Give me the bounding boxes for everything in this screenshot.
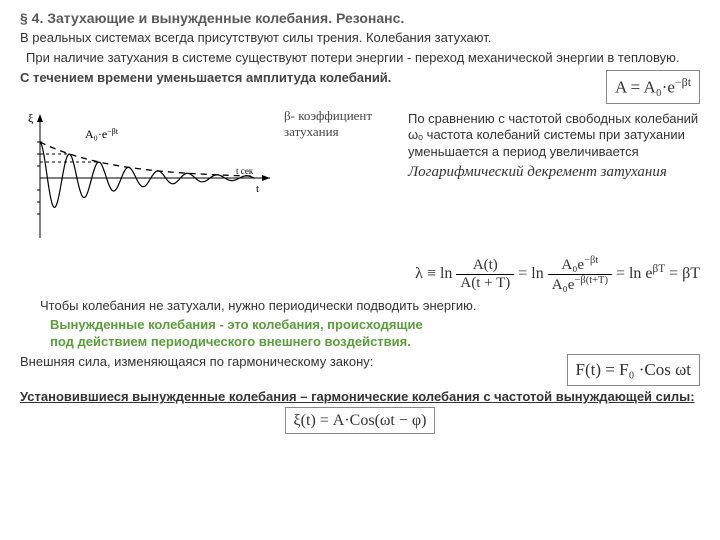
steady-state-label: Установившиеся вынужденные колебания – г… <box>20 389 700 406</box>
external-force-row: Внешняя сила, изменяющаяся по гармоничес… <box>20 354 700 386</box>
forced-oscillations-def: Вынужденные колебания - это колебания, п… <box>20 317 700 351</box>
log-decrement-label: Логарифмический декремент затухания <box>408 164 700 181</box>
log-decrement-formula-row: λ ≡ ln A(t)A(t + T) = ln A₀e−βt A₀e−β(t+… <box>20 255 700 294</box>
svg-text:t: t <box>256 183 259 195</box>
paragraph-energy-supply: Чтобы колебания не затухали, нужно перио… <box>20 298 700 315</box>
section-title: § 4. Затухающие и вынужденные колебания.… <box>20 10 700 26</box>
paragraph-frequency-compare: По сравнению с частотой свободных колеба… <box>408 111 700 162</box>
amplitude-row: С течением времени уменьшается амплитуда… <box>20 70 700 104</box>
formula-steady-state-row: ξ(t) = A·Cos(ωt − φ) <box>20 412 700 430</box>
paragraph-friction: В реальных системах всегда присутствуют … <box>20 30 700 47</box>
damped-oscillation-chart: ξ tt сек A₀·e−βt <box>20 108 270 251</box>
paragraph-amplitude-decay: С течением времени уменьшается амплитуда… <box>20 70 598 87</box>
formula-amplitude: A = A₀·e−βt <box>606 70 700 104</box>
formula-steady-state: ξ(t) = A·Cos(ωt − φ) <box>285 407 436 434</box>
svg-text:ξ: ξ <box>28 111 34 125</box>
formula-log-decrement: λ ≡ ln A(t)A(t + T) = ln A₀e−βt A₀e−β(t+… <box>415 255 700 294</box>
svg-text:A₀·e−βt: A₀·e−βt <box>85 126 119 141</box>
svg-text:t сек: t сек <box>236 166 254 176</box>
paragraph-external-force: Внешняя сила, изменяющаяся по гармоничес… <box>20 354 559 371</box>
formula-external-force: F(t) = F₀ ·Cos ωt <box>567 354 701 386</box>
chart-row: ξtt секA₀·e−βt β- коэффициент затухания … <box>20 108 700 251</box>
paragraph-energy-loss: При наличие затухания в системе существу… <box>20 50 700 67</box>
beta-coefficient-label: β- коэффициент затухания <box>284 108 394 140</box>
